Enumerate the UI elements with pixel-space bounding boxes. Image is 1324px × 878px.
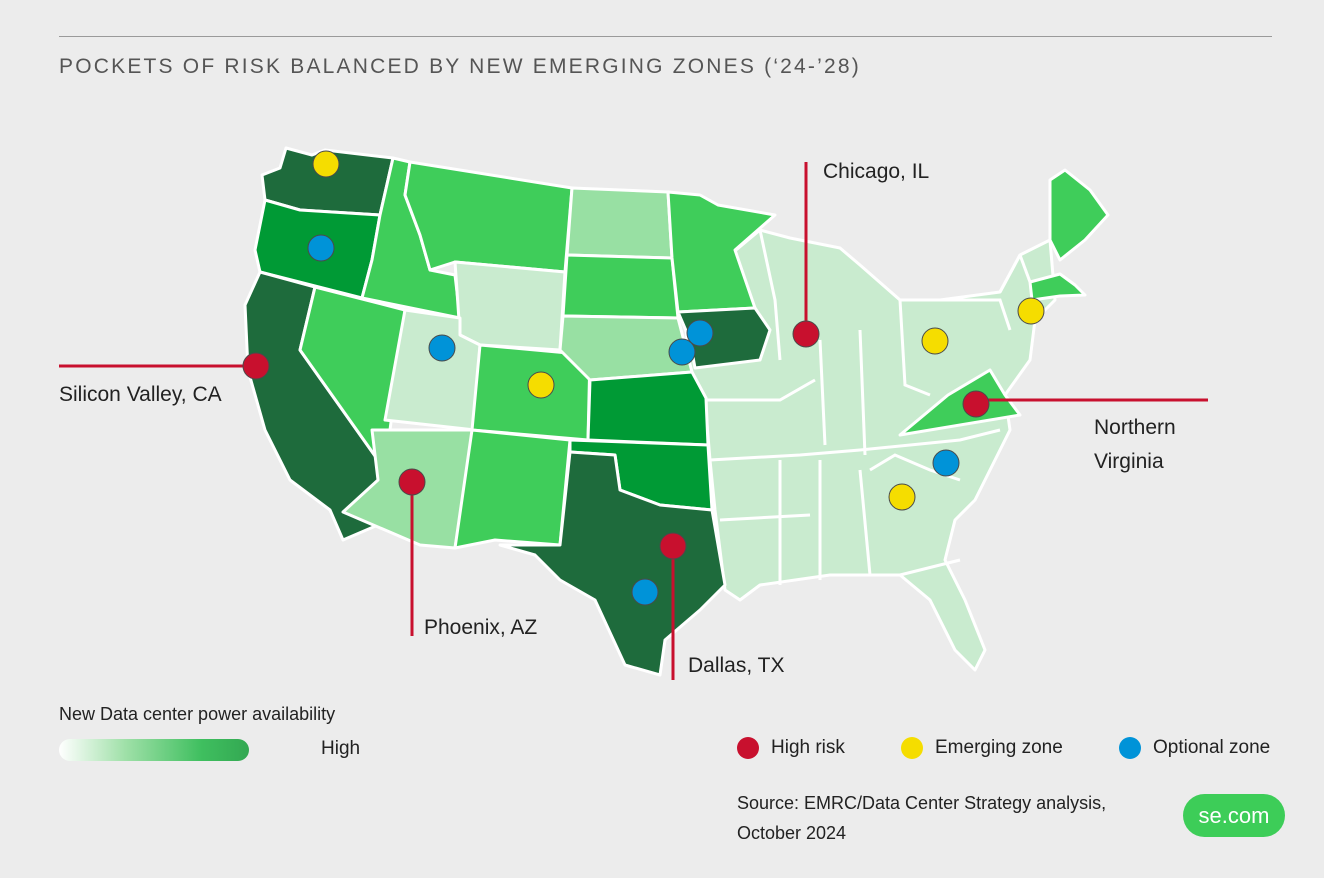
availability-high-label: High — [321, 738, 361, 759]
marker-high-risk-northern-virginia — [962, 390, 990, 418]
state-nd — [565, 186, 674, 260]
marker-optional-or — [307, 234, 335, 262]
marker-emerging-ga — [888, 483, 916, 511]
marker-optional-tx — [631, 578, 659, 606]
marker-optional-ia — [686, 319, 714, 347]
marker-optional-ne — [668, 338, 696, 366]
border-segment — [858, 469, 872, 576]
callout-northern-virginia-line1: Northern — [1094, 416, 1176, 439]
callout-dallas: Dallas, TX — [688, 654, 785, 677]
availability-gradient-bar — [59, 739, 249, 761]
border-segment — [858, 329, 867, 456]
state-mt — [403, 160, 574, 274]
marker-high-risk-chicago — [792, 320, 820, 348]
marker-optional-sc — [932, 449, 960, 477]
border-segment — [709, 428, 1001, 462]
eastern-state-borders — [705, 229, 1032, 585]
legend-high-risk-dot — [737, 737, 759, 759]
border-segment — [1018, 254, 1032, 283]
state-wy — [453, 260, 567, 352]
marker-emerging-co — [527, 371, 555, 399]
legend-emerging-zone-label: Emerging zone — [935, 737, 1063, 758]
source-line-1: Source: EMRC/Data Center Strategy analys… — [737, 793, 1107, 813]
border-segment — [940, 298, 1012, 331]
marker-high-risk-dallas — [659, 532, 687, 560]
availability-legend-title: New Data center power availability — [59, 704, 336, 724]
marker-emerging-wa — [312, 150, 340, 178]
border-segment — [719, 513, 811, 522]
map-markers — [242, 150, 1045, 606]
state-ks — [586, 370, 710, 447]
marker-emerging-ny — [1017, 297, 1045, 325]
border-segment — [818, 339, 827, 446]
source-note: Source: EMRC/Data Center Strategy analys… — [737, 788, 1157, 848]
legend-optional-zone: Optional zone — [1119, 737, 1270, 759]
legend-emerging-zone: Emerging zone — [901, 737, 1063, 759]
legend-emerging-zone-dot — [901, 737, 923, 759]
state-tx — [498, 450, 727, 677]
callout-phoenix: Phoenix, AZ — [424, 616, 538, 639]
border-segment — [758, 229, 782, 361]
leader-lines — [59, 162, 1208, 680]
callout-chicago: Chicago, IL — [823, 160, 930, 183]
state-me — [1048, 168, 1110, 262]
state-nm — [453, 428, 572, 550]
marker-high-risk-silicon-valley — [242, 352, 270, 380]
legend-optional-zone-label: Optional zone — [1153, 737, 1271, 758]
border-segment — [899, 558, 961, 577]
top-divider — [59, 36, 1272, 37]
legend-high-risk: High risk — [737, 737, 845, 759]
callout-northern-virginia-line2: Virginia — [1094, 450, 1164, 473]
marker-emerging-oh — [921, 327, 949, 355]
callout-silicon-valley: Silicon Valley, CA — [59, 383, 222, 406]
state-mn — [666, 190, 777, 314]
border-segment — [898, 299, 931, 397]
legend-high-risk-label: High risk — [771, 737, 845, 758]
border-segment — [998, 254, 1022, 293]
marker-high-risk-phoenix — [398, 468, 426, 496]
state-va — [898, 368, 1022, 437]
marker-optional-ut — [428, 334, 456, 362]
source-line-2: October 2024 — [737, 823, 847, 843]
legend-optional-zone-dot — [1119, 737, 1141, 759]
state-sd — [561, 253, 680, 320]
brand-link[interactable]: se.com — [1183, 794, 1285, 837]
border-segment — [705, 378, 816, 402]
page-title: POCKETS OF RISK BALANCED BY NEW EMERGING… — [59, 55, 861, 78]
